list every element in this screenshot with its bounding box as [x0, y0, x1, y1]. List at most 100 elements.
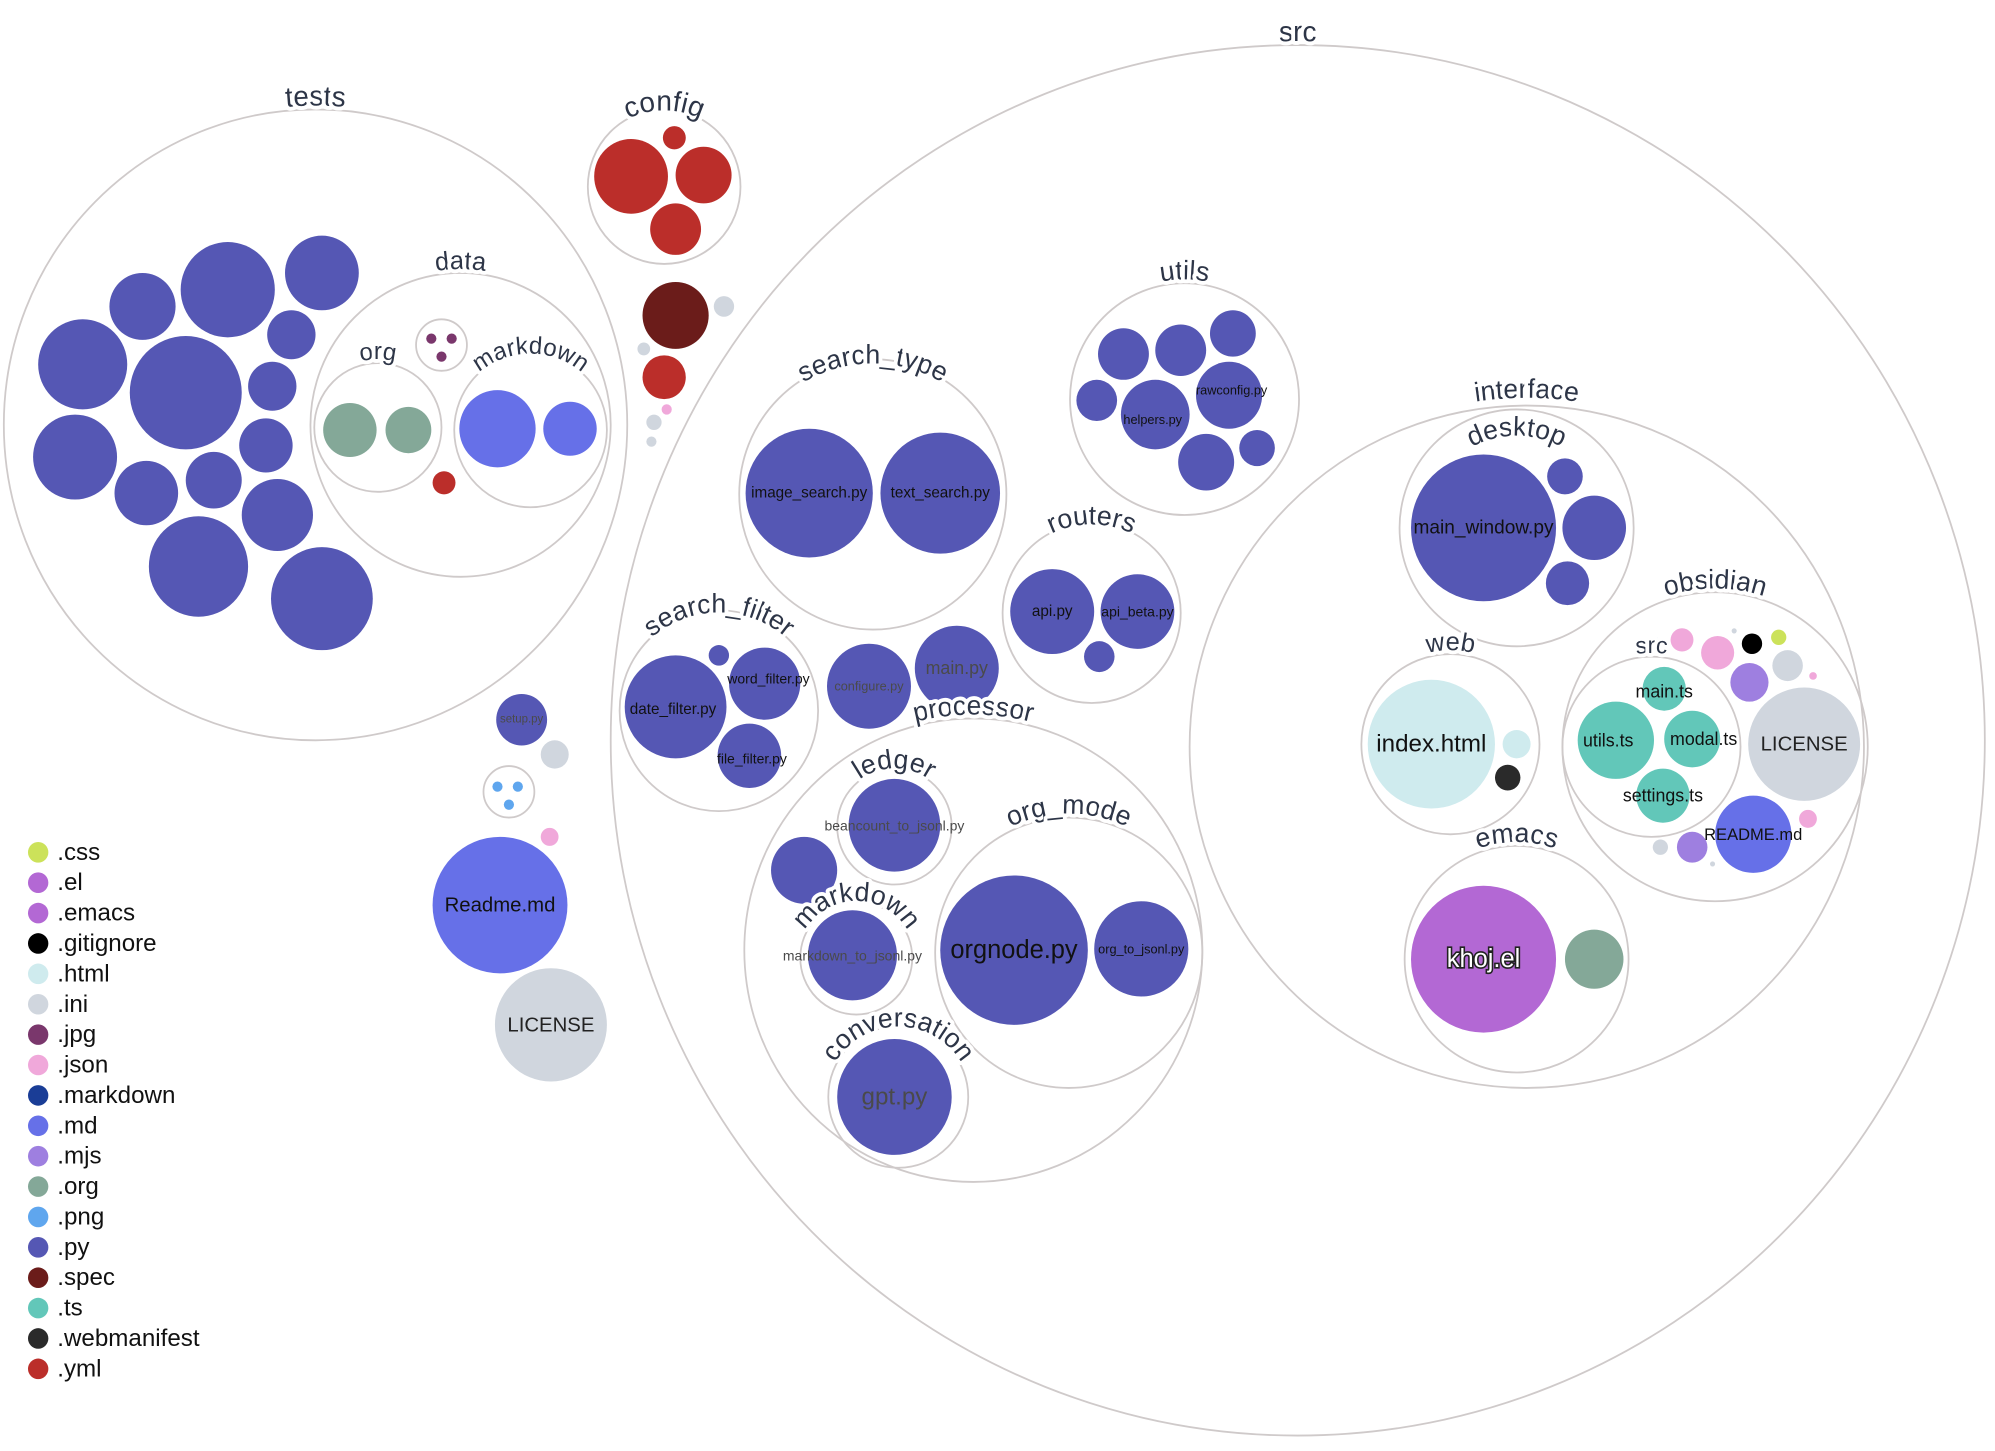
folder-circle[interactable] [1398, 408, 1635, 648]
folder-circle[interactable] [1069, 282, 1300, 516]
folder-circle[interactable] [836, 767, 953, 886]
folder-circle[interactable] [934, 816, 1204, 1089]
file-circle[interactable] [771, 836, 838, 904]
file-circle[interactable] [1670, 628, 1694, 652]
file-circle[interactable] [436, 351, 447, 362]
file-circle[interactable] [646, 414, 662, 431]
file-circle[interactable] [1799, 809, 1817, 828]
file-circle[interactable] [1731, 628, 1737, 634]
file-circle[interactable] [492, 781, 503, 792]
file-circle[interactable] [650, 203, 702, 255]
file-circle[interactable] [1547, 458, 1583, 495]
file-circle[interactable] [1636, 768, 1690, 823]
file-circle[interactable] [540, 827, 559, 846]
file-circle[interactable] [1209, 310, 1256, 357]
file-circle[interactable] [1701, 636, 1735, 670]
file-circle[interactable] [1772, 650, 1803, 682]
file-circle[interactable] [38, 319, 128, 410]
file-circle[interactable] [1652, 839, 1669, 855]
file-circle[interactable] [323, 402, 377, 458]
file-circle[interactable] [459, 390, 536, 468]
file-circle[interactable] [1664, 710, 1721, 768]
file-circle[interactable] [432, 471, 456, 495]
file-circle[interactable] [540, 740, 569, 769]
folder-circle[interactable] [453, 351, 608, 509]
folder-circle[interactable] [1403, 844, 1630, 1074]
folder-circle[interactable] [609, 44, 1986, 1437]
folder-circle[interactable] [2, 108, 629, 742]
file-circle[interactable] [713, 296, 735, 317]
file-circle[interactable] [646, 436, 657, 447]
file-circle[interactable] [1010, 569, 1095, 655]
file-circle[interactable] [661, 404, 672, 415]
file-circle[interactable] [745, 428, 873, 558]
file-circle[interactable] [114, 460, 179, 526]
file-circle[interactable] [512, 781, 523, 792]
folder-circle[interactable] [415, 318, 468, 372]
file-circle[interactable] [637, 342, 651, 356]
file-circle[interactable] [446, 333, 457, 344]
file-circle[interactable] [180, 242, 275, 338]
file-circle[interactable] [1076, 379, 1118, 422]
file-circle[interactable] [1650, 637, 1661, 648]
file-circle[interactable] [1411, 885, 1557, 1033]
file-circle[interactable] [241, 478, 313, 552]
file-circle[interactable] [717, 723, 782, 788]
file-circle[interactable] [1710, 861, 1716, 867]
folder-circle[interactable] [482, 765, 536, 819]
file-circle[interactable] [662, 126, 686, 150]
file-circle[interactable] [148, 516, 249, 617]
file-circle[interactable] [827, 643, 911, 729]
file-circle[interactable] [1100, 574, 1175, 649]
file-circle[interactable] [385, 406, 432, 454]
file-circle[interactable] [248, 361, 297, 411]
file-circle[interactable] [1748, 687, 1861, 801]
file-circle[interactable] [594, 139, 668, 214]
file-circle[interactable] [1094, 901, 1189, 997]
file-circle[interactable] [1545, 561, 1590, 606]
file-circle[interactable] [285, 235, 359, 311]
file-circle[interactable] [1771, 629, 1787, 646]
file-circle[interactable] [1676, 831, 1708, 863]
file-circle[interactable] [1564, 929, 1624, 989]
file-circle[interactable] [624, 655, 727, 759]
file-circle[interactable] [494, 968, 607, 1082]
folder-circle[interactable] [827, 1025, 970, 1169]
folder-circle[interactable] [309, 272, 612, 578]
file-circle[interactable] [271, 547, 373, 651]
file-circle[interactable] [496, 693, 548, 746]
file-circle[interactable] [880, 432, 1001, 554]
file-circle[interactable] [848, 778, 941, 872]
file-circle[interactable] [807, 910, 897, 1001]
file-circle[interactable] [708, 645, 730, 666]
folder-circle[interactable] [1561, 655, 1742, 838]
file-circle[interactable] [940, 875, 1088, 1025]
file-circle[interactable] [185, 451, 242, 509]
file-circle[interactable] [1098, 328, 1149, 380]
file-circle[interactable] [1730, 663, 1769, 702]
file-circle[interactable] [1367, 679, 1495, 809]
file-circle[interactable] [426, 333, 437, 344]
file-circle[interactable] [1809, 672, 1817, 680]
file-circle[interactable] [267, 310, 316, 360]
file-circle[interactable] [1494, 764, 1521, 791]
file-circle[interactable] [837, 1039, 952, 1155]
file-circle[interactable] [503, 799, 515, 810]
folder-circle[interactable] [313, 362, 443, 493]
file-circle[interactable] [239, 418, 293, 473]
folder-circle[interactable] [799, 900, 914, 1016]
file-circle[interactable] [1502, 730, 1531, 759]
folder-circle[interactable] [1001, 521, 1182, 704]
file-circle[interactable] [642, 355, 686, 400]
file-circle[interactable] [1239, 430, 1275, 467]
folder-circle[interactable] [1188, 404, 1865, 1089]
file-circle[interactable] [1741, 633, 1763, 655]
file-circle[interactable] [1562, 495, 1627, 561]
file-circle[interactable] [543, 401, 597, 456]
file-circle[interactable] [1577, 701, 1655, 779]
file-circle[interactable] [1411, 454, 1557, 602]
file-circle[interactable] [1155, 324, 1207, 376]
file-circle[interactable] [1120, 379, 1190, 450]
file-circle[interactable] [1084, 641, 1115, 673]
file-circle[interactable] [1642, 666, 1686, 711]
